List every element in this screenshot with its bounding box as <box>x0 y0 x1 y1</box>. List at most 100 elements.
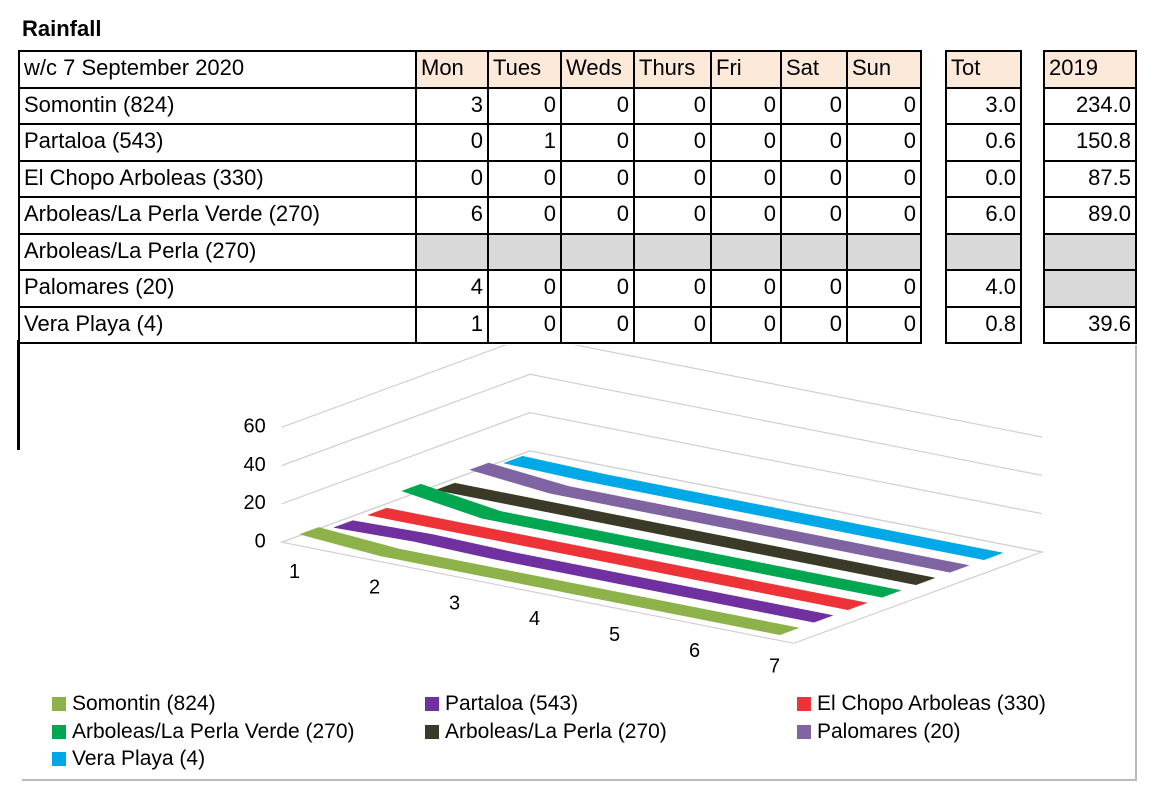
x-tick-label: 4 <box>529 608 540 630</box>
header-cell: Tues <box>487 50 562 89</box>
series-ribbon <box>333 520 834 623</box>
header-cell: Sat <box>780 50 848 89</box>
grid-line <box>281 345 1043 438</box>
legend-swatch <box>425 697 439 711</box>
table-cell: 0 <box>780 86 848 125</box>
table-cell: 0 <box>560 86 635 125</box>
header-cell: Mon <box>415 50 489 89</box>
chart: 0 20 40 60 1 2 3 4 5 6 7 <box>22 345 1137 782</box>
table-cell: 0 <box>710 196 782 235</box>
table-cell: 4 <box>415 269 489 308</box>
table-cell: 0 <box>487 305 562 344</box>
table-cell: 0 <box>633 196 712 235</box>
table-cell <box>1043 232 1137 271</box>
legend-label: Somontin (824) <box>72 692 216 715</box>
table-cell: Vera Playa (4) <box>18 305 417 344</box>
legend-swatch <box>797 724 811 739</box>
chart-area <box>22 345 1137 782</box>
table-cell <box>1043 269 1137 308</box>
table-cell: 0 <box>633 269 712 308</box>
table-cell: 0 <box>710 86 782 125</box>
table-cell: 87.5 <box>1043 159 1137 198</box>
legend-item: El Chopo Arboleas (330) <box>797 692 1046 716</box>
table-cell: 3.0 <box>945 86 1022 125</box>
table-cell: 0 <box>710 159 782 198</box>
legend-swatch <box>52 724 66 739</box>
x-tick-label: 5 <box>609 624 620 646</box>
table-cell: 89.0 <box>1043 196 1137 235</box>
table-cell: 0 <box>633 159 712 198</box>
table-cell: 0 <box>780 269 848 308</box>
table-cell: 150.8 <box>1043 123 1137 162</box>
table-cell: Partaloa (543) <box>18 123 417 162</box>
header-cell: w/c 7 September 2020 <box>18 50 417 89</box>
table-cell <box>945 232 1022 271</box>
table-cell <box>560 232 635 271</box>
table-cell: 0 <box>846 86 922 125</box>
x-tick-label: 6 <box>689 640 700 662</box>
legend-label: El Chopo Arboleas (330) <box>817 692 1046 715</box>
y-tick-label: 0 <box>255 530 266 552</box>
legend-swatch <box>797 697 811 711</box>
table-cell: 6.0 <box>945 196 1022 235</box>
table-cell: 0.6 <box>945 123 1022 162</box>
header-cell: Sun <box>846 50 922 89</box>
y-tick-label: 20 <box>244 492 266 514</box>
y-tick-label: 40 <box>244 454 266 476</box>
table-cell: 0 <box>633 86 712 125</box>
table-cell: 0 <box>780 123 848 162</box>
table-cell: 0 <box>846 123 922 162</box>
title: Rainfall <box>22 16 102 41</box>
table-cell <box>487 232 562 271</box>
table-cell: 0 <box>487 269 562 308</box>
table-cell: 1 <box>487 123 562 162</box>
table-cell <box>415 232 489 271</box>
table-cell: 4.0 <box>945 269 1022 308</box>
table-cell: El Chopo Arboleas (330) <box>18 159 417 198</box>
x-tick-label: 7 <box>769 656 780 678</box>
table-cell: 0 <box>710 305 782 344</box>
legend-label: Palomares (20) <box>817 719 961 743</box>
table-cell: 0 <box>487 159 562 198</box>
table-cell <box>710 232 782 271</box>
chart-border <box>22 345 1137 781</box>
table-cell: Arboleas/La Perla (270) <box>18 232 417 271</box>
table-cell: 0 <box>846 305 922 344</box>
table-cell: 0 <box>780 196 848 235</box>
table-cell: 0 <box>415 123 489 162</box>
legend-swatch <box>52 697 66 711</box>
table-cell <box>780 232 848 271</box>
table-cell: 0 <box>846 159 922 198</box>
table-cell: Arboleas/La Perla Verde (270) <box>18 196 417 235</box>
table-cell: 0 <box>560 305 635 344</box>
header-cell: Weds <box>560 50 635 89</box>
table-cell: 0.0 <box>945 159 1022 198</box>
header-cell: Thurs <box>633 50 712 89</box>
series-ribbon <box>299 527 800 636</box>
legend-swatch <box>52 752 66 766</box>
legend-swatch <box>425 724 439 739</box>
table-cell: 0 <box>780 159 848 198</box>
table-cell: Somontin (824) <box>18 86 417 125</box>
header-cell: 2019 <box>1043 50 1137 89</box>
legend-label: Arboleas/La Perla Verde (270) <box>72 719 355 743</box>
legend-label: Arboleas/La Perla (270) <box>445 719 667 743</box>
series-ribbon <box>469 462 970 573</box>
legend-label: Vera Playa (4) <box>72 747 206 770</box>
series-ribbon <box>503 455 1004 561</box>
table-cell <box>633 232 712 271</box>
table-cell: 0 <box>710 123 782 162</box>
table-cell: 0 <box>560 269 635 308</box>
y-tick-label: 60 <box>244 415 266 437</box>
legend-item: Somontin (824) <box>52 692 216 716</box>
table-cell: 0 <box>710 269 782 308</box>
table-cell: 0 <box>415 159 489 198</box>
header-cell: Fri <box>710 50 782 89</box>
table-cell <box>846 232 922 271</box>
table-cell: 0 <box>487 86 562 125</box>
legend-item: Arboleas/La Perla Verde (270) <box>52 720 355 744</box>
table-edge <box>17 340 20 450</box>
x-tick-label: 1 <box>289 561 300 583</box>
grid-line <box>281 411 1043 515</box>
